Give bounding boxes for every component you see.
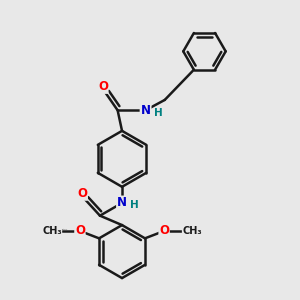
Text: H: H xyxy=(130,200,139,210)
Text: N: N xyxy=(117,196,127,209)
Text: N: N xyxy=(141,104,151,117)
Text: O: O xyxy=(75,224,85,238)
Text: CH₃: CH₃ xyxy=(182,226,202,236)
Text: CH₃: CH₃ xyxy=(42,226,62,236)
Text: methoxy: methoxy xyxy=(62,229,68,230)
Text: O: O xyxy=(159,224,169,238)
Text: O: O xyxy=(98,80,108,93)
Text: H: H xyxy=(154,108,162,118)
Text: O: O xyxy=(77,187,87,200)
